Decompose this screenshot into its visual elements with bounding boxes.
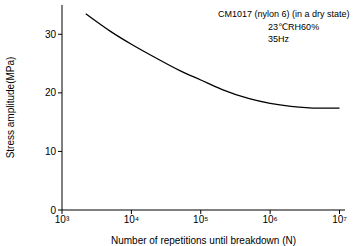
- svg-text:10: 10: [45, 146, 57, 157]
- html-text:35Hz: 35Hz: [268, 34, 289, 44]
- html-text:23℃RH60%: 23℃RH60%: [268, 22, 320, 32]
- svg-text:10⁷: 10⁷: [332, 214, 347, 225]
- svg-text:10⁵: 10⁵: [193, 214, 208, 225]
- svg-text:Number of repetitions until br: Number of repetitions until breakdown (N…: [111, 235, 296, 246]
- html-text:CM1017 (nylon 6) (in a dry sta: CM1017 (nylon 6) (in a dry state): [218, 9, 350, 19]
- svg-text:30: 30: [45, 29, 57, 40]
- svg-text:10⁶: 10⁶: [263, 214, 278, 225]
- svg-text:Stress amplitude(MPa): Stress amplitude(MPa): [8, 57, 16, 159]
- svg-text:10³: 10³: [55, 214, 70, 225]
- svg-text:20: 20: [45, 87, 57, 98]
- svg-text:10⁴: 10⁴: [124, 214, 139, 225]
- svg-text:0: 0: [50, 205, 56, 216]
